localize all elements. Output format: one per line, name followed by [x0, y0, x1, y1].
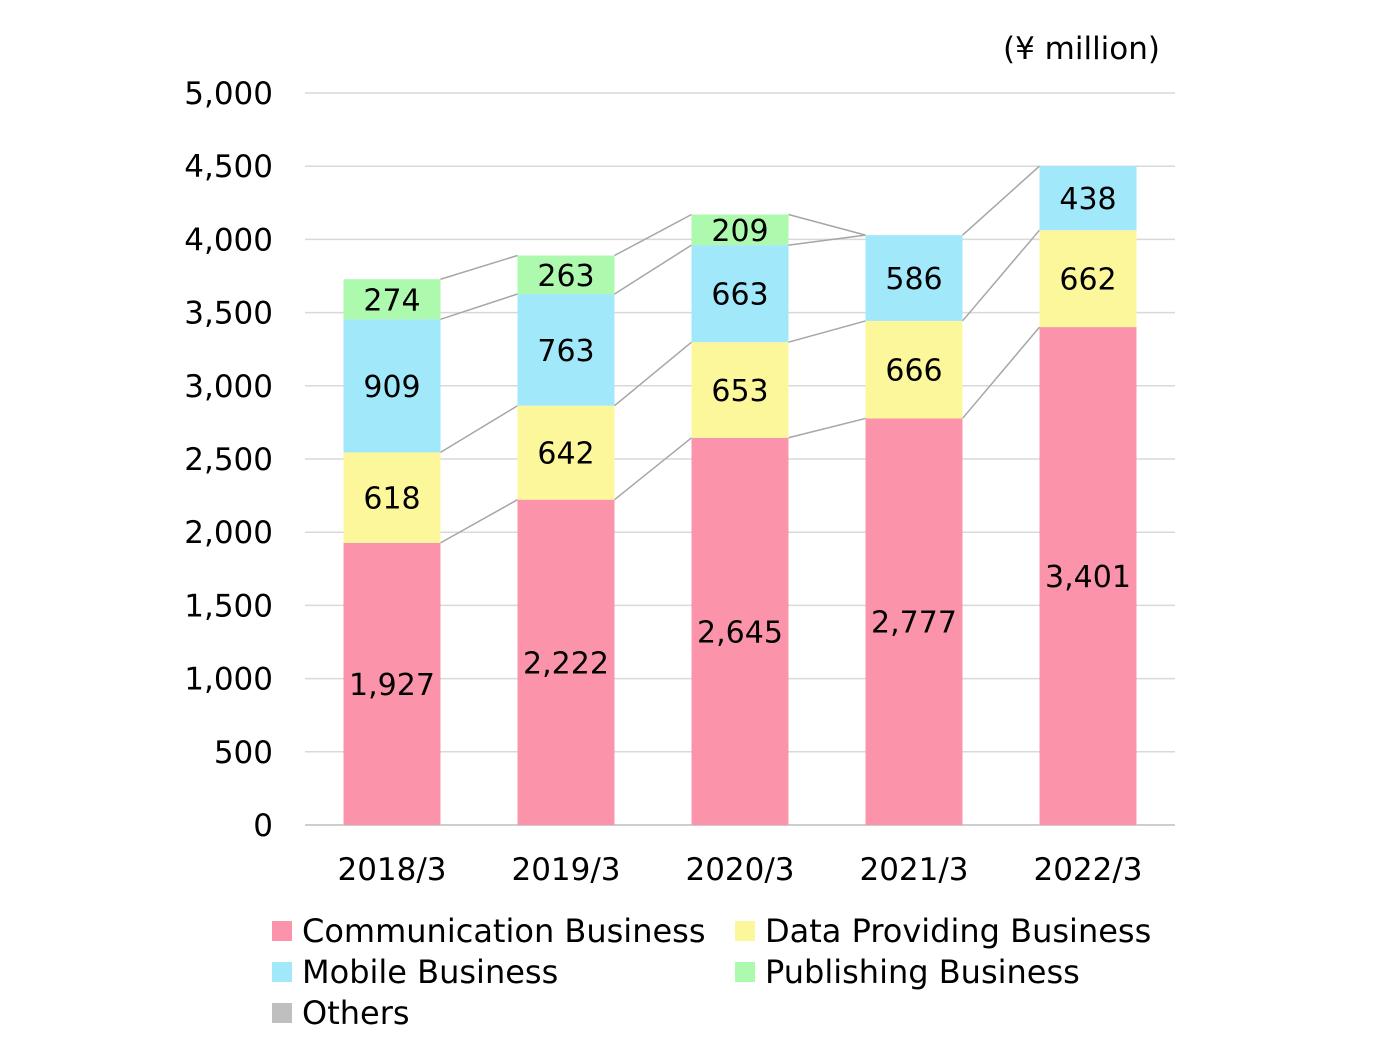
data-label: 642	[537, 437, 594, 472]
series-connector-line	[614, 437, 692, 501]
bar-segment	[865, 235, 963, 321]
data-label: 586	[885, 262, 942, 297]
y-tick-label: 2,500	[184, 442, 273, 478]
legend-label: Mobile Business	[302, 953, 559, 991]
bar-segment	[865, 320, 963, 419]
legend-swatch	[735, 921, 755, 941]
bar-segment	[343, 319, 441, 453]
y-tick-label: 4,000	[184, 222, 273, 258]
bar-segment	[343, 279, 441, 320]
bar-segment	[343, 542, 441, 825]
series-connector-line	[788, 417, 866, 439]
data-label: 662	[1059, 263, 1116, 298]
series-connector-line	[440, 499, 518, 544]
legend-item: Mobile Business	[272, 953, 558, 991]
x-tick-label: 2019/3	[511, 852, 620, 888]
bar-segment	[691, 437, 789, 825]
bar-segment	[865, 418, 963, 825]
y-tick-label: 2,000	[184, 515, 273, 551]
y-tick-label: 4,500	[184, 149, 273, 185]
x-tick-label: 2020/3	[685, 852, 794, 888]
data-label: 2,777	[871, 606, 957, 641]
bar-segment	[517, 255, 615, 295]
y-tick-label: 0	[253, 808, 273, 844]
data-label: 274	[363, 283, 420, 318]
series-connector-line	[788, 213, 866, 236]
x-tick-label: 2018/3	[337, 852, 446, 888]
legend-swatch	[272, 921, 292, 941]
data-label: 909	[363, 370, 420, 405]
series-connectors	[440, 165, 1041, 544]
x-axis-ticks: 2018/3 2019/3 2020/3 2021/3 2022/3	[337, 852, 1142, 888]
bar-segment	[517, 294, 615, 406]
y-axis-ticks: 0 500 1,000 1,500 2,000 2,500 3,000 3,500 4,000 4…	[184, 76, 273, 844]
y-tick-label: 500	[214, 735, 273, 771]
data-labels: 1,927 618 909 274 2,222 642 763 263 2,645 653 663 2…	[349, 182, 1131, 703]
legend-label: Others	[302, 994, 410, 1032]
unit-label: (¥ million)	[1003, 31, 1160, 67]
bar-segment	[1039, 166, 1137, 231]
bar-segment	[691, 214, 789, 246]
data-label: 2,222	[523, 646, 609, 681]
data-label: 209	[711, 214, 768, 249]
bar-segment	[517, 405, 615, 500]
bar-segment	[517, 499, 615, 825]
y-tick-label: 3,000	[184, 369, 273, 405]
legend-item: Others	[272, 994, 410, 1032]
y-tick-label: 5,000	[184, 76, 273, 112]
series-connector-line	[440, 293, 518, 321]
data-label: 618	[363, 482, 420, 517]
series-connector-line	[961, 326, 1041, 419]
bar-segment	[691, 245, 789, 343]
y-tick-label: 3,500	[184, 296, 273, 332]
legend-label: Communication Business	[302, 912, 706, 950]
legend-swatch	[272, 1003, 292, 1023]
bars	[343, 166, 1137, 825]
x-tick-label: 2022/3	[1033, 852, 1142, 888]
series-connector-line	[788, 234, 866, 246]
series-connector-line	[614, 244, 692, 295]
data-label: 263	[537, 259, 594, 294]
series-connector-line	[788, 320, 866, 343]
bar-segment	[691, 342, 789, 438]
legend-item: Communication Business	[272, 912, 706, 950]
y-tick-label: 1,500	[184, 588, 273, 624]
data-label: 663	[711, 278, 768, 313]
series-connector-line	[440, 254, 518, 280]
series-connector-line	[614, 213, 692, 257]
data-label: 653	[711, 374, 768, 409]
series-connector-line	[614, 341, 692, 407]
series-connector-line	[961, 165, 1041, 236]
legend-item: Publishing Business	[735, 953, 1080, 991]
bar-segment	[1039, 327, 1137, 825]
legend-label: Data Providing Business	[765, 912, 1152, 950]
legend-item: Data Providing Business	[735, 912, 1151, 950]
legend-swatch	[272, 962, 292, 982]
series-connector-line	[961, 229, 1041, 322]
data-label: 438	[1059, 182, 1116, 217]
data-label: 2,645	[697, 615, 783, 650]
legend-swatch	[735, 962, 755, 982]
bar-segment	[1039, 230, 1137, 328]
y-tick-label: 1,000	[184, 662, 273, 698]
x-tick-label: 2021/3	[859, 852, 968, 888]
bar-segment	[343, 452, 441, 543]
data-label: 763	[537, 334, 594, 369]
legend-label: Publishing Business	[765, 953, 1080, 991]
series-connector-line	[440, 405, 518, 454]
data-label: 3,401	[1045, 560, 1131, 595]
data-label: 666	[885, 354, 942, 389]
data-label: 1,927	[349, 668, 435, 703]
